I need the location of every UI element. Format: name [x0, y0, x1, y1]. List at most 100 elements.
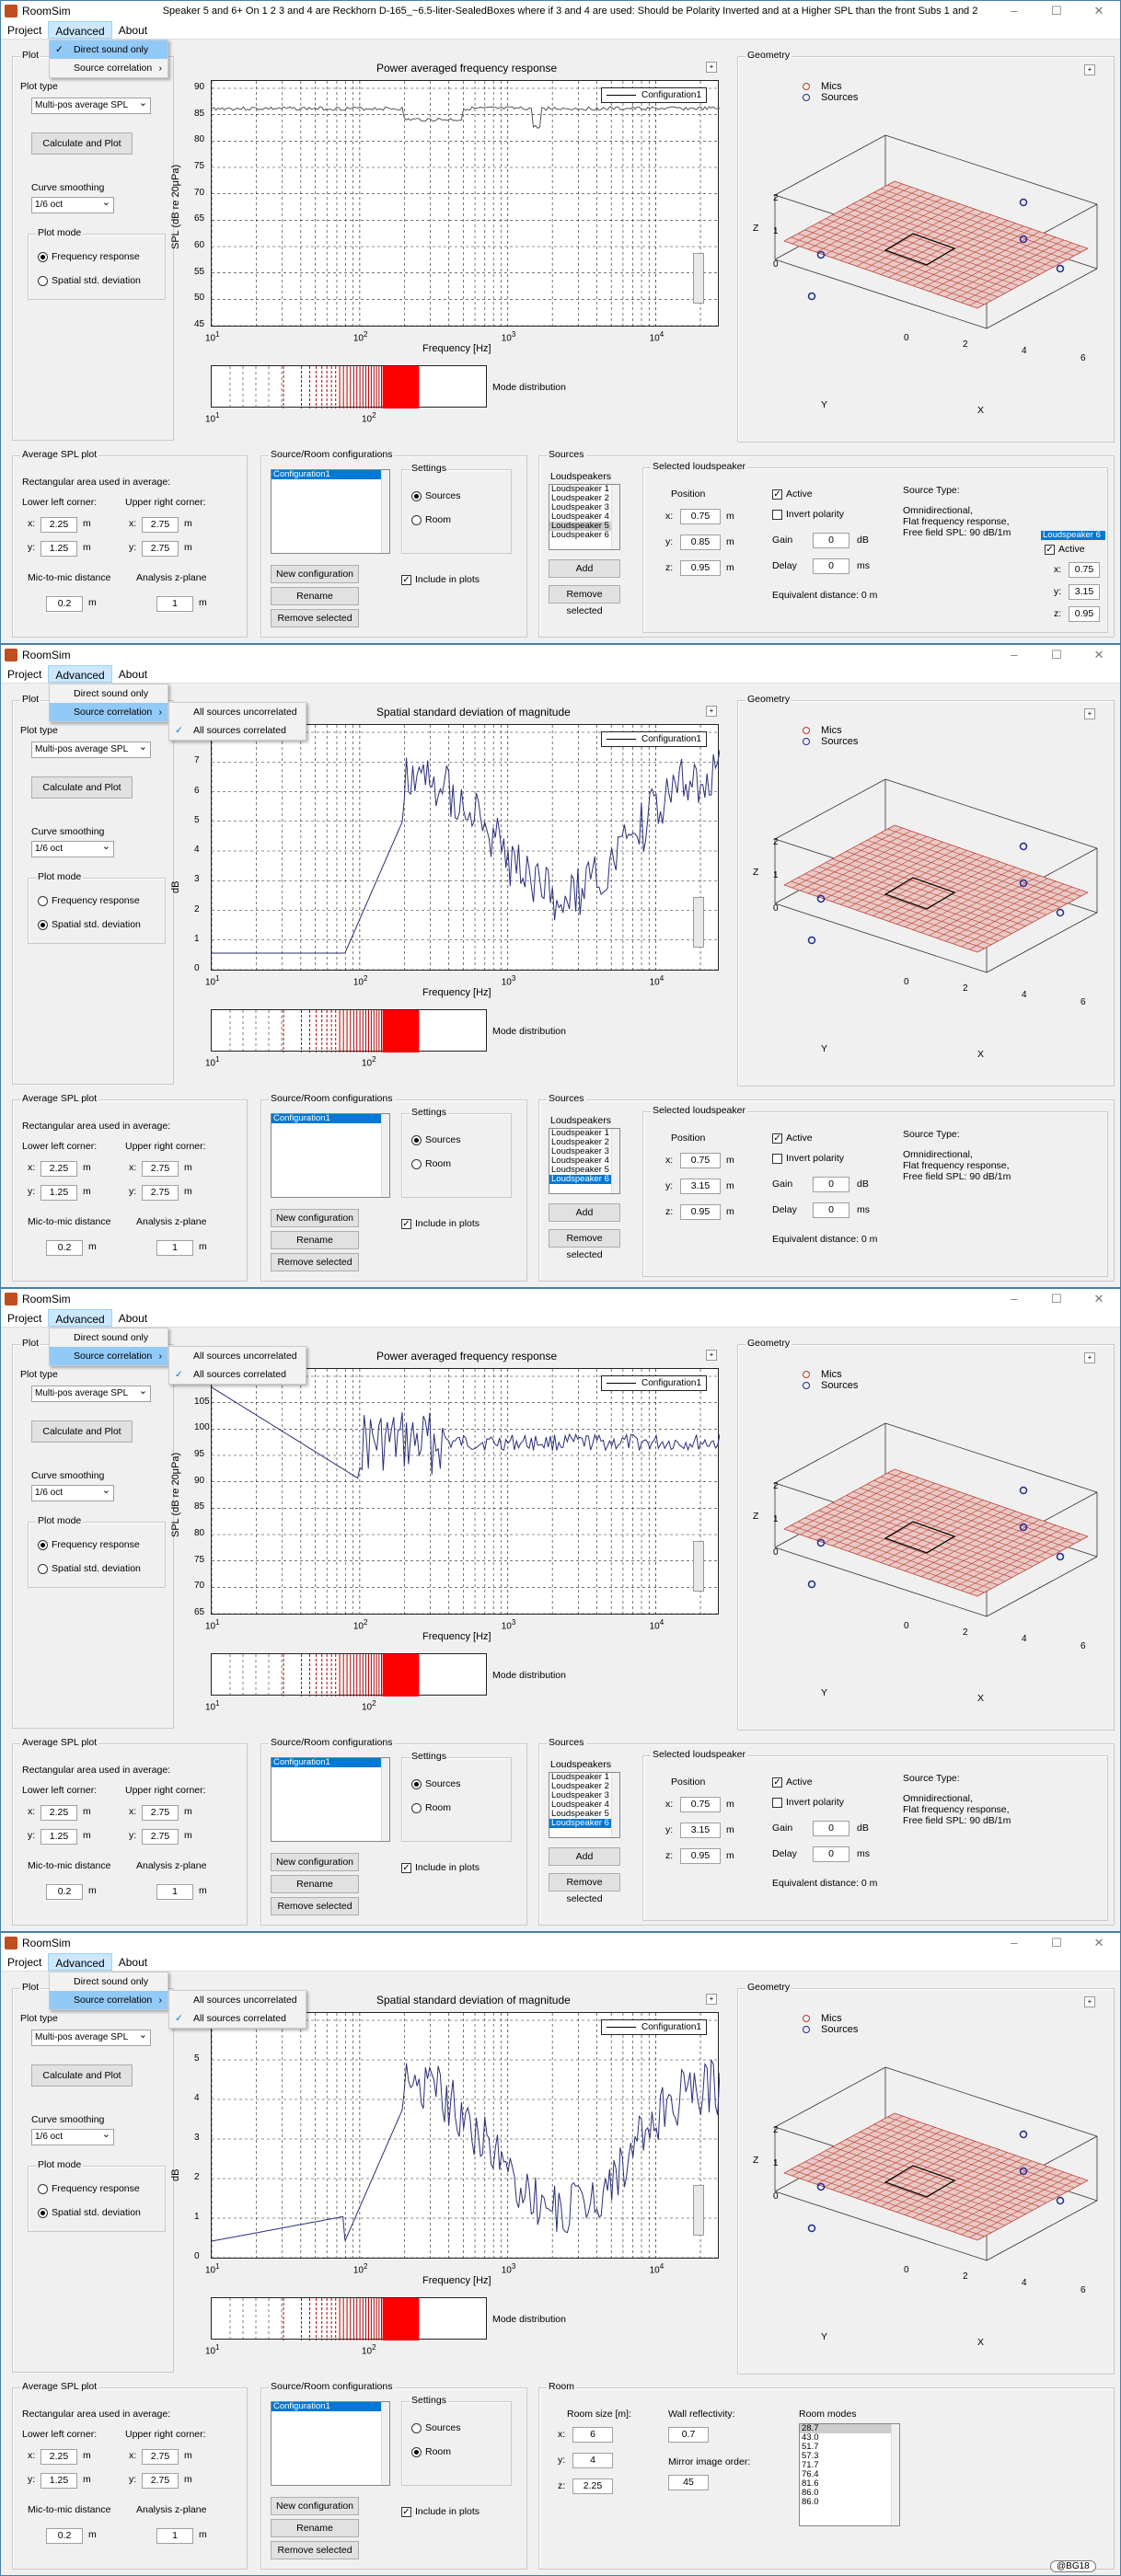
loudspeaker-item[interactable]: Loudspeaker 6 — [549, 1175, 619, 1184]
position-x-input[interactable]: 0.75 — [680, 509, 721, 524]
loudspeaker-item[interactable]: Loudspeaker 2 — [551, 1137, 609, 1147]
uncorrelated-item[interactable]: All sources uncorrelated — [169, 703, 306, 721]
room-y-input[interactable]: 4 — [572, 2453, 613, 2468]
calculate-button[interactable]: Calculate and Plot — [31, 776, 133, 799]
room-mode-item[interactable]: 51.7 — [802, 2442, 819, 2452]
calculate-button[interactable]: Calculate and Plot — [31, 132, 133, 155]
loudspeaker-item[interactable]: Loudspeaker 2 — [551, 1781, 609, 1791]
new-configuration-button[interactable]: New configuration — [271, 1209, 359, 1227]
smoothing-select[interactable]: 1/6 oct — [31, 839, 114, 857]
configuration-item[interactable]: Configuration1 — [272, 2402, 389, 2411]
zoom-slider[interactable] — [693, 2185, 704, 2236]
direct-sound-only-item[interactable]: Direct sound only — [50, 684, 168, 703]
loudspeaker-item[interactable]: Loudspeaker 3 — [551, 1790, 609, 1800]
loudspeaker-item[interactable]: Loudspeaker 1 — [551, 1128, 609, 1138]
list-scrollbar[interactable] — [611, 1773, 619, 1837]
lower-x-input[interactable]: 2.25 — [40, 1161, 77, 1177]
position-x-input[interactable]: 0.75 — [680, 1797, 721, 1812]
loudspeaker-item[interactable]: Loudspeaker 2 — [551, 493, 609, 503]
remove-loudspeaker-button[interactable]: Remove selected — [549, 1873, 620, 1904]
plot-type-select[interactable]: Multi-pos average SPL — [31, 96, 151, 114]
upper-x-input[interactable]: 2.75 — [142, 1805, 179, 1821]
plot-type-select[interactable]: Multi-pos average SPL — [31, 740, 151, 758]
spatial-deviation-radio[interactable]: Spatial std. deviation — [38, 1563, 141, 1574]
mic-distance-input[interactable]: 0.2 — [46, 1240, 83, 1256]
delay-input[interactable]: 0 — [813, 558, 849, 574]
uncorrelated-item[interactable]: All sources uncorrelated — [169, 1991, 306, 2009]
position-y-input[interactable]: 3.15 — [680, 1823, 721, 1838]
active-checkbox[interactable]: ✓ Active — [772, 489, 813, 500]
new-configuration-button[interactable]: New configuration — [271, 2497, 359, 2515]
loudspeaker-item[interactable]: Loudspeaker 5 — [551, 1165, 609, 1175]
configuration-item[interactable]: Configuration1 — [272, 1758, 389, 1767]
sources-radio[interactable]: Sources — [411, 2422, 461, 2433]
position-y-input[interactable]: 0.85 — [680, 535, 721, 550]
list-scrollbar[interactable] — [891, 2424, 899, 2525]
upper-x-input[interactable]: 2.75 — [142, 2449, 179, 2465]
active-checkbox[interactable]: ✓ Active — [772, 1777, 813, 1788]
smoothing-select[interactable]: 1/6 oct — [31, 1483, 114, 1501]
rename-button[interactable]: Rename — [271, 587, 359, 605]
list-scrollbar[interactable] — [611, 1129, 619, 1193]
spatial-deviation-radio[interactable]: Spatial std. deviation — [38, 275, 141, 286]
include-in-plots-checkbox[interactable]: ✓ Include in plots — [401, 574, 480, 585]
analysis-z-input[interactable]: 1 — [156, 2528, 193, 2544]
menu-advanced[interactable]: Advanced — [48, 1309, 112, 1327]
expand-geometry-icon[interactable]: + — [1084, 708, 1095, 719]
mic-distance-input[interactable]: 0.2 — [46, 2528, 83, 2544]
spatial-deviation-radio[interactable]: Spatial std. deviation — [38, 2207, 141, 2218]
configuration-list[interactable]: Configuration1 — [271, 2401, 390, 2486]
list-scrollbar[interactable] — [381, 1114, 389, 1197]
remove-configuration-button[interactable]: Remove selected — [271, 1897, 359, 1915]
position-z-input[interactable]: 0.95 — [680, 1848, 721, 1864]
correlated-item[interactable]: ✓ All sources correlated — [169, 1365, 306, 1384]
source-correlation-item[interactable]: Source correlation › — [50, 59, 168, 77]
remove-loudspeaker-button[interactable]: Remove selected — [549, 1229, 620, 1260]
close-button[interactable]: ✕ — [1093, 1292, 1104, 1305]
list-scrollbar[interactable] — [381, 1758, 389, 1841]
remove-loudspeaker-button[interactable]: Remove selected — [549, 585, 620, 616]
loudspeaker-item[interactable]: Loudspeaker 4 — [551, 1156, 609, 1166]
expand-geometry-icon[interactable]: + — [1084, 64, 1095, 75]
include-in-plots-checkbox[interactable]: ✓ Include in plots — [401, 1218, 480, 1229]
list-scrollbar[interactable] — [611, 485, 619, 549]
mirror-order-input[interactable]: 45 — [668, 2475, 709, 2490]
room-mode-item[interactable]: 71.7 — [802, 2460, 819, 2470]
upper-y-input[interactable]: 2.75 — [142, 1829, 179, 1845]
list-scrollbar[interactable] — [381, 470, 389, 553]
room-mode-item[interactable]: 86.0 — [802, 2497, 819, 2507]
analysis-z-input[interactable]: 1 — [156, 596, 193, 612]
position-z-input[interactable]: 0.95 — [680, 560, 721, 576]
correlated-item[interactable]: ✓ All sources correlated — [169, 721, 306, 740]
zoom-slider[interactable] — [693, 253, 704, 304]
rename-button[interactable]: Rename — [271, 2519, 359, 2537]
minimize-button[interactable]: – — [1011, 648, 1018, 661]
close-button[interactable]: ✕ — [1093, 648, 1104, 661]
rename-button[interactable]: Rename — [271, 1231, 359, 1249]
expand-plot-icon[interactable]: + — [706, 62, 717, 73]
frequency-response-radio[interactable]: Frequency response — [38, 251, 140, 262]
position-z-input[interactable]: 0.95 — [680, 1204, 721, 1220]
include-in-plots-checkbox[interactable]: ✓ Include in plots — [401, 2506, 480, 2517]
loudspeaker-item[interactable]: Loudspeaker 5 — [549, 522, 619, 531]
correlated-item[interactable]: ✓ All sources correlated — [169, 2009, 306, 2028]
close-button[interactable]: ✕ — [1093, 1936, 1104, 1949]
menu-advanced[interactable]: Advanced — [48, 21, 112, 39]
invert-polarity-checkbox[interactable]: Invert polarity — [772, 1797, 844, 1808]
menu-about[interactable]: About — [118, 1956, 148, 1969]
menu-project[interactable]: Project — [7, 1956, 42, 1969]
direct-sound-only-item[interactable]: Direct sound only — [50, 1328, 168, 1347]
badge-active-checkbox[interactable]: ✓ Active — [1045, 544, 1085, 555]
lower-y-input[interactable]: 1.25 — [40, 541, 77, 557]
upper-y-input[interactable]: 2.75 — [142, 2473, 179, 2489]
expand-plot-icon[interactable]: + — [706, 706, 717, 717]
menu-project[interactable]: Project — [7, 1312, 42, 1325]
new-configuration-button[interactable]: New configuration — [271, 565, 359, 583]
loudspeaker-item[interactable]: Loudspeaker 3 — [551, 1146, 609, 1156]
plot-type-select[interactable]: Multi-pos average SPL — [31, 2028, 151, 2046]
direct-sound-only-item[interactable]: ✓ Direct sound only — [50, 40, 168, 59]
expand-geometry-icon[interactable]: + — [1084, 1352, 1095, 1363]
source-correlation-item[interactable]: Source correlation › — [50, 703, 168, 721]
room-mode-item[interactable]: 43.0 — [802, 2432, 819, 2443]
smoothing-select[interactable]: 1/6 oct — [31, 195, 114, 213]
